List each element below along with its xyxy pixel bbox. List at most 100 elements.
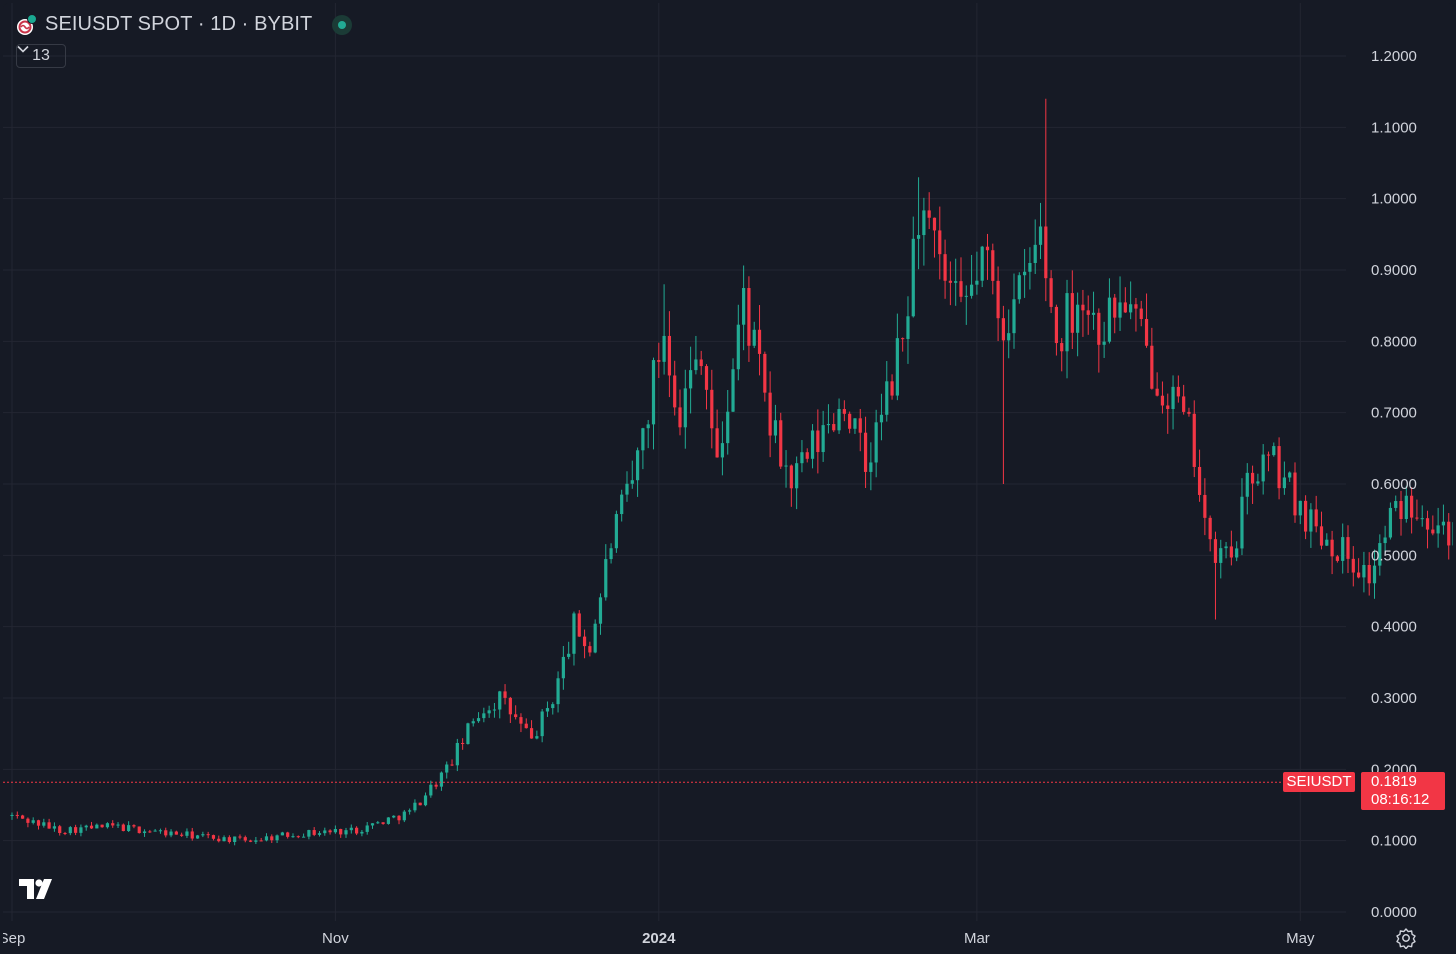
- candle-body: [1001, 318, 1005, 341]
- candle-up: [752, 321, 756, 349]
- candle-body: [291, 836, 295, 838]
- candle-body: [142, 831, 147, 834]
- status-dot-icon: [332, 14, 353, 35]
- candle-up: [349, 824, 353, 834]
- candle-down: [259, 837, 263, 842]
- candle-body: [609, 548, 613, 560]
- candle-up: [1240, 478, 1244, 556]
- candle-down: [673, 360, 677, 416]
- candle-down: [1176, 375, 1180, 403]
- candle-body: [349, 827, 353, 831]
- candle-body: [879, 414, 884, 423]
- candle-body: [964, 295, 968, 297]
- candle-down: [991, 243, 995, 295]
- candle-up: [980, 245, 984, 288]
- candle-down: [111, 820, 115, 828]
- candle-up: [413, 799, 417, 813]
- candle-up: [572, 611, 576, 666]
- candle-body: [248, 840, 253, 842]
- candle-down: [312, 827, 316, 837]
- candle-body: [243, 837, 247, 841]
- countdown-timer: 08:16:12: [1371, 791, 1430, 809]
- candle-down: [1266, 451, 1271, 472]
- candle-down: [832, 413, 836, 433]
- chart-title[interactable]: SEIUSDT SPOT · 1D · BYBIT: [45, 13, 313, 35]
- candle-up: [487, 705, 491, 718]
- candle-up: [641, 427, 645, 470]
- candle-body: [195, 835, 200, 839]
- candle-up: [344, 827, 348, 838]
- candle-up: [1272, 442, 1276, 457]
- candle-up: [773, 404, 778, 444]
- candle-down: [1113, 293, 1117, 334]
- candle-body: [901, 338, 905, 340]
- candle-up: [408, 808, 412, 815]
- candle-down: [1144, 293, 1149, 348]
- candle-up: [1383, 525, 1387, 554]
- candle-up: [1420, 505, 1424, 527]
- candle-body: [975, 280, 979, 285]
- candle-down: [1081, 289, 1085, 337]
- candle-body: [651, 360, 656, 425]
- price-chart[interactable]: 1.2000 1.1000 1.0000 0.9000 0.8000 0.7000 0.60…: [3, 3, 1453, 951]
- candle-up: [1012, 273, 1016, 349]
- y-tick-label: 0.3000: [1371, 690, 1417, 707]
- x-tick-label: Mar: [964, 930, 990, 947]
- candle-body: [795, 463, 799, 489]
- candle-body: [42, 822, 46, 826]
- candle-body: [355, 827, 359, 834]
- candle-body: [932, 217, 937, 231]
- candle-body: [911, 238, 915, 317]
- candle-up: [916, 177, 921, 270]
- candle-body: [307, 830, 311, 837]
- candle-down: [243, 835, 247, 843]
- candle-up: [821, 410, 825, 462]
- candle-body: [392, 815, 396, 818]
- candle-body: [1086, 310, 1090, 315]
- candle-up: [1224, 541, 1228, 559]
- grid-lines: [3, 3, 1346, 921]
- candle-down: [757, 305, 762, 376]
- candle-body: [1288, 472, 1292, 478]
- candle-body: [1314, 509, 1318, 527]
- y-tick-label: 0.9000: [1371, 262, 1417, 279]
- candle-body: [492, 709, 497, 711]
- candle-body: [402, 811, 406, 821]
- candle-down: [805, 448, 809, 463]
- candle-down: [1367, 552, 1371, 596]
- candle-down: [1166, 393, 1170, 434]
- candle-body: [773, 420, 778, 436]
- candle-body: [954, 281, 958, 283]
- candle-body: [529, 728, 534, 739]
- candle-down: [211, 834, 216, 841]
- candle-up: [264, 833, 269, 842]
- x-tick-label: 2024: [642, 930, 676, 947]
- candle-up: [551, 702, 555, 715]
- candle-body: [959, 281, 963, 297]
- candle-body: [1017, 275, 1021, 300]
- candle-body: [84, 825, 88, 828]
- candle-body: [164, 830, 168, 836]
- candle-body: [1388, 507, 1393, 538]
- chart-header: SEIUSDT SPOT · 1D · BYBIT: [15, 13, 353, 36]
- candle-body: [1033, 244, 1037, 264]
- candle-body: [800, 452, 804, 464]
- candle-down: [355, 826, 359, 836]
- candle-body: [95, 824, 99, 829]
- candle-body: [1208, 517, 1212, 540]
- candle-up: [79, 824, 83, 837]
- candle-body: [1081, 304, 1085, 311]
- y-tick-label: 0.4000: [1371, 619, 1417, 636]
- candle-body: [514, 714, 518, 718]
- candle-up: [1023, 248, 1027, 298]
- candle-up: [625, 471, 629, 502]
- candle-down: [588, 641, 592, 657]
- candle-body: [15, 814, 19, 816]
- candle-down: [1208, 515, 1212, 552]
- chart-window: 1.2000 1.1000 1.0000 0.9000 0.8000 0.7000 0.60…: [3, 3, 1453, 951]
- indicators-toggle-button[interactable]: 13: [16, 44, 66, 68]
- candle-body: [763, 353, 767, 393]
- candle-body: [752, 329, 756, 346]
- candle-body: [328, 830, 332, 833]
- candle-body: [985, 246, 990, 251]
